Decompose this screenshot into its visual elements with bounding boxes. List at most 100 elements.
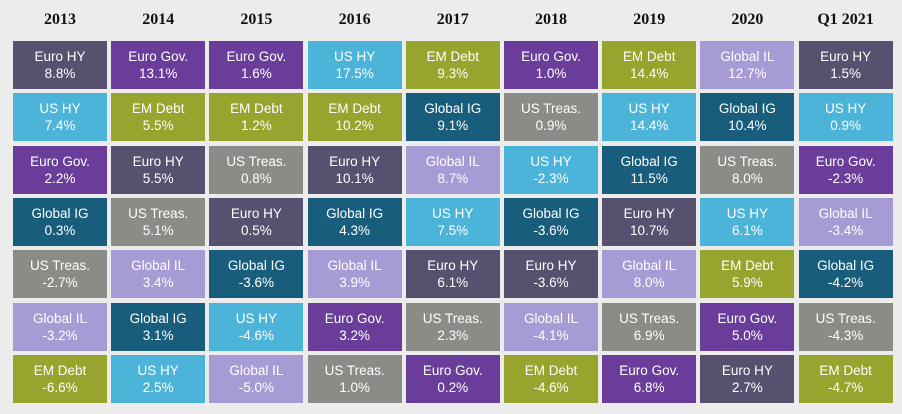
return-value-label: 3.1% (142, 327, 174, 343)
asset-class-label: Euro Gov. (521, 49, 581, 64)
return-value-label: -3.6% (238, 275, 275, 291)
asset-class-label: US HY (628, 101, 670, 117)
asset-class-label: Euro HY (623, 205, 675, 221)
return-cell: Global IL 8.7% (405, 145, 500, 194)
return-cell: Euro Gov. 5.0% (700, 302, 795, 351)
asset-class-label: Global IG (522, 205, 580, 221)
return-value-label: 0.5% (241, 222, 272, 238)
return-value-label: 1.2% (241, 118, 272, 134)
year-header: 2020 (731, 11, 764, 28)
return-cell: Global IG 10.4% (700, 93, 795, 142)
return-value-label: 5.5% (142, 170, 174, 186)
return-cell: Euro HY 10.1% (307, 145, 402, 194)
return-cell: Euro Gov. 6.8% (602, 354, 697, 403)
return-value-label: 6.9% (633, 327, 665, 343)
asset-class-label: US Treas. (619, 310, 680, 326)
asset-class-label: Global IL (523, 310, 579, 326)
asset-class-label: US Treas. (128, 205, 189, 221)
return-cell: Euro Gov. 1.0% (504, 41, 598, 89)
return-value-label: 13.1% (139, 66, 178, 81)
return-value-label: 6.8% (633, 379, 665, 395)
return-cell: US Treas. -4.3% (798, 302, 893, 351)
return-value-label: 2.3% (437, 327, 469, 343)
return-cell: Global IG -3.6% (209, 250, 304, 299)
return-cell: US Treas. 2.3% (405, 302, 500, 351)
return-cell: EM Debt -6.6% (13, 354, 107, 403)
asset-class-label: US HY (530, 153, 572, 169)
asset-class-label: Global IG (424, 101, 482, 117)
return-value-label: 2.5% (142, 379, 174, 395)
return-value-label: 0.2% (437, 379, 469, 395)
return-cell: Euro HY 5.5% (111, 145, 206, 194)
year-header: 2014 (142, 11, 175, 28)
return-value-label: 8.0% (633, 275, 665, 291)
asset-class-label: Global IL (32, 310, 88, 326)
asset-class-label: Euro HY (230, 205, 282, 221)
return-cell: US Treas. 8.0% (700, 145, 795, 194)
return-value-label: 3.2% (339, 327, 370, 343)
asset-class-label: US HY (726, 205, 769, 221)
return-value-label: 7.4% (44, 118, 76, 134)
return-value-label: 1.0% (339, 379, 370, 395)
year-header: 2017 (436, 11, 469, 28)
return-value-label: -4.7% (827, 379, 864, 395)
return-cell: US Treas. 0.9% (504, 93, 598, 142)
asset-class-label: EM Debt (131, 101, 185, 117)
return-cell: US HY 6.1% (700, 197, 795, 246)
year-header: 2015 (240, 11, 273, 28)
return-value-label: 4.3% (339, 222, 370, 238)
asset-class-label: Euro Gov. (226, 49, 287, 64)
year-header: 2013 (44, 11, 76, 28)
year-header: 2018 (535, 11, 567, 28)
return-cell: EM Debt -4.7% (798, 354, 893, 403)
asset-class-label: US HY (432, 205, 474, 221)
asset-class-label: Global IG (227, 258, 285, 274)
return-cell: US Treas. 0.8% (209, 145, 304, 194)
asset-class-label: Euro HY (132, 153, 184, 169)
return-value-label: -4.3% (827, 327, 864, 343)
asset-class-label: Euro Gov. (619, 362, 680, 378)
asset-class-label: EM Debt (426, 49, 480, 64)
return-value-label: 7.5% (437, 222, 469, 238)
asset-class-label: US HY (137, 362, 179, 378)
return-value-label: 0.8% (241, 170, 272, 186)
return-value-label: 9.3% (437, 66, 469, 81)
return-cell: US HY -2.3% (504, 145, 598, 194)
asset-class-label: Euro Gov. (324, 310, 385, 326)
return-cell: Euro HY 0.5% (209, 197, 304, 246)
asset-class-label: US HY (333, 49, 376, 64)
return-value-label: 5.5% (142, 118, 174, 134)
return-cell: EM Debt -4.6% (504, 354, 598, 403)
return-value-label: -2.3% (533, 170, 569, 186)
return-value-label: 0.9% (830, 118, 861, 134)
asset-class-label: Global IL (425, 153, 480, 169)
asset-class-label: Global IG (817, 258, 875, 274)
asset-class-label: EM Debt (328, 101, 381, 117)
return-cell: Global IL -3.2% (13, 302, 107, 351)
return-cell: Global IL -3.4% (798, 197, 893, 246)
asset-class-label: Global IG (718, 101, 776, 117)
return-cell: Global IG 4.3% (307, 197, 402, 246)
asset-class-label: EM Debt (33, 362, 87, 378)
return-cell: Global IG 3.1% (111, 302, 206, 351)
return-cell: EM Debt 10.2% (307, 93, 402, 142)
return-value-label: -3.4% (827, 222, 864, 238)
return-cell: Global IG -4.2% (798, 250, 893, 299)
return-cell: US HY 17.5% (307, 41, 402, 89)
asset-class-label: Euro HY (34, 49, 86, 64)
return-cell: Euro Gov. 0.2% (405, 354, 500, 403)
return-cell: US HY 7.4% (13, 93, 107, 142)
return-value-label: 10.4% (728, 118, 767, 134)
return-value-label: -6.6% (42, 379, 78, 395)
asset-class-label: Euro HY (525, 258, 577, 274)
asset-class-label: US Treas. (324, 362, 385, 378)
return-value-label: 6.1% (732, 222, 763, 238)
return-cell: US HY 0.9% (798, 93, 893, 142)
return-value-label: 5.9% (732, 275, 763, 291)
asset-class-label: Global IG (129, 310, 187, 326)
asset-class-label: Euro HY (329, 153, 381, 169)
return-cell: Global IL -4.1% (504, 302, 598, 351)
return-cell: EM Debt 9.3% (405, 41, 500, 89)
asset-class-label: Global IL (622, 258, 677, 274)
